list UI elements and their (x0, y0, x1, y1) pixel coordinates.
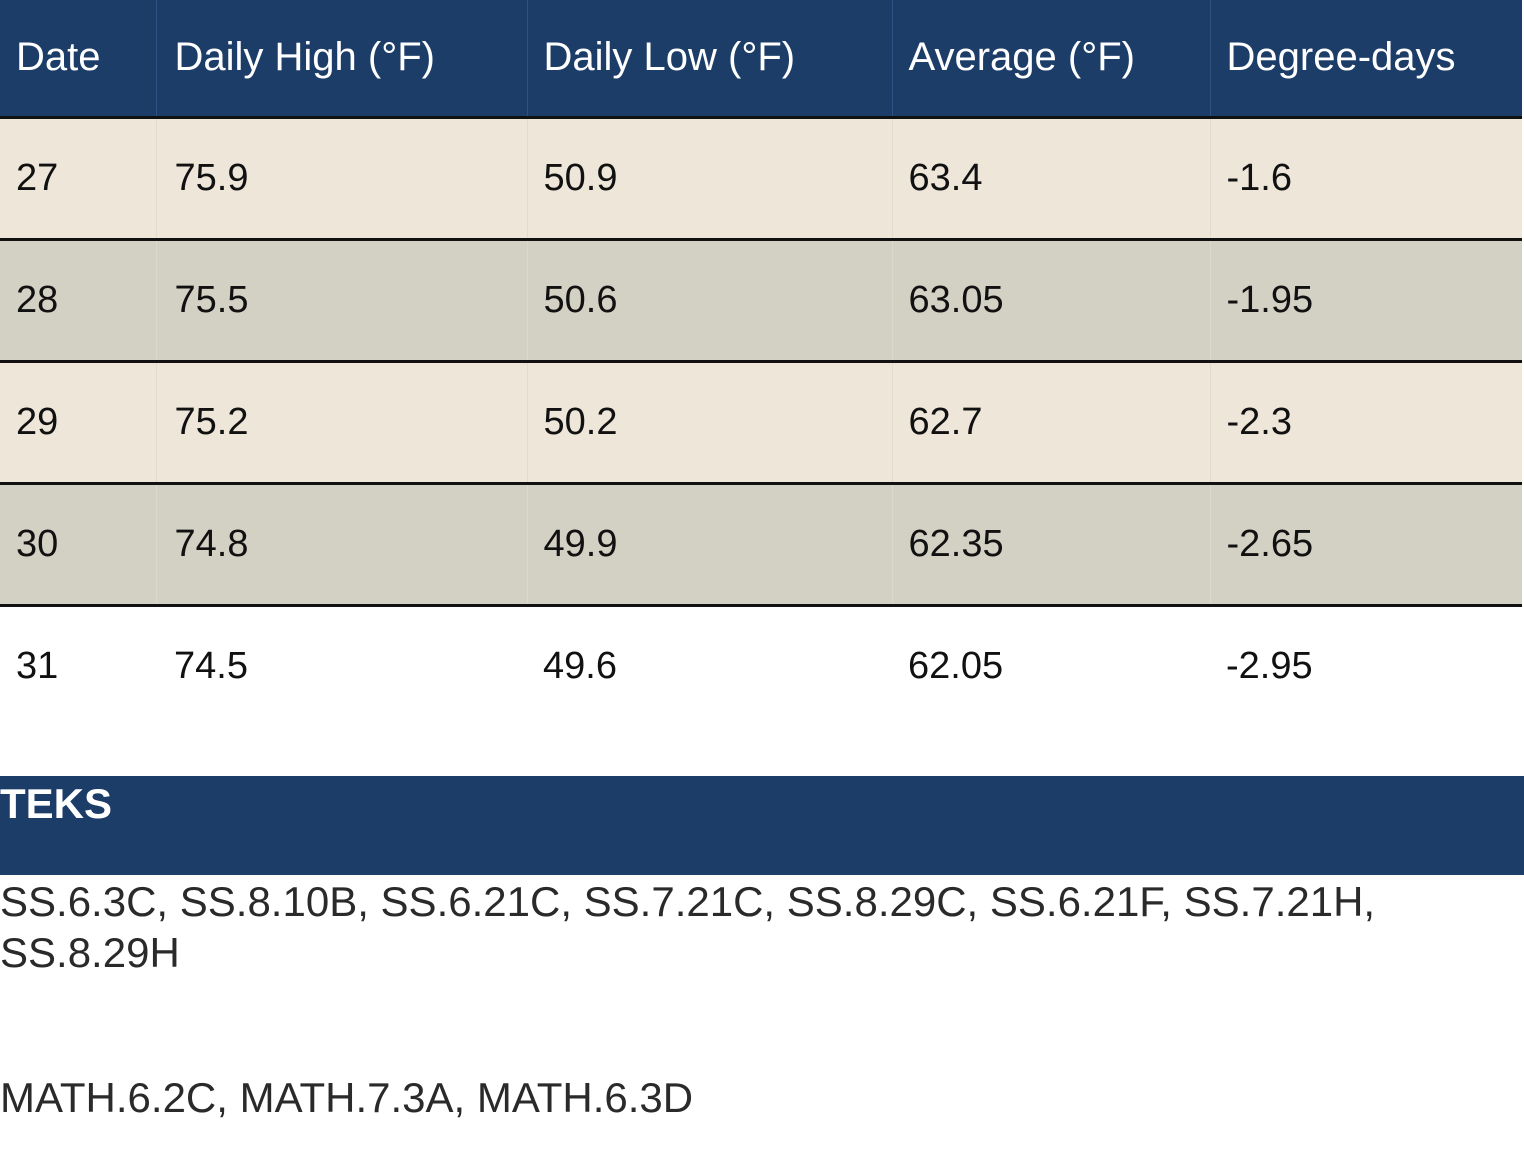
column-header-date: Date (0, 0, 157, 119)
cell-date: 28 (0, 239, 157, 363)
cell-daily-low: 49.6 (527, 605, 892, 727)
cell-date: 31 (0, 605, 156, 727)
column-header-daily-low: Daily Low (°F) (527, 0, 893, 119)
cell-date: 30 (0, 483, 157, 607)
cell-degree-days: -2.3 (1210, 361, 1522, 485)
table-row: 30 74.8 49.9 62.35 -2.65 (0, 483, 1522, 607)
teks-heading: TEKS (0, 776, 1524, 875)
table-row: 29 75.2 50.2 62.7 -2.3 (0, 361, 1522, 485)
cell-daily-high: 75.5 (156, 239, 528, 363)
cell-average: 62.35 (892, 483, 1211, 607)
column-header-daily-high: Daily High (°F) (156, 0, 528, 119)
cell-daily-high: 74.8 (156, 483, 528, 607)
column-header-degree-days: Degree-days (1210, 0, 1522, 119)
cell-degree-days: -2.95 (1210, 605, 1522, 727)
cell-date: 29 (0, 361, 157, 485)
cell-daily-high: 75.2 (156, 361, 528, 485)
table-header-row: Date Daily High (°F) Daily Low (°F) Aver… (0, 0, 1522, 119)
table-row: 27 75.9 50.9 63.4 -1.6 (0, 117, 1522, 241)
table-row: 31 74.5 49.6 62.05 -2.95 (0, 605, 1522, 727)
temperature-table: Date Daily High (°F) Daily Low (°F) Aver… (0, 0, 1522, 727)
cell-degree-days: -2.65 (1210, 483, 1522, 607)
cell-daily-high: 75.9 (156, 117, 528, 241)
cell-degree-days: -1.95 (1210, 239, 1522, 363)
cell-degree-days: -1.6 (1210, 117, 1522, 241)
column-header-average: Average (°F) (892, 0, 1211, 119)
table-row: 28 75.5 50.6 63.05 -1.95 (0, 239, 1522, 363)
cell-average: 62.7 (892, 361, 1211, 485)
cell-date: 27 (0, 117, 157, 241)
cell-daily-low: 50.9 (527, 117, 893, 241)
cell-daily-high: 74.5 (156, 605, 527, 727)
cell-average: 63.4 (892, 117, 1211, 241)
cell-daily-low: 50.6 (527, 239, 893, 363)
teks-social-studies-standards: SS.6.3C, SS.8.10B, SS.6.21C, SS.7.21C, S… (0, 878, 1376, 976)
cell-average: 62.05 (892, 605, 1210, 727)
cell-daily-low: 50.2 (527, 361, 893, 485)
teks-math-standards: MATH.6.2C, MATH.7.3A, MATH.6.3D (0, 1074, 694, 1121)
cell-daily-low: 49.9 (527, 483, 893, 607)
cell-average: 63.05 (892, 239, 1211, 363)
